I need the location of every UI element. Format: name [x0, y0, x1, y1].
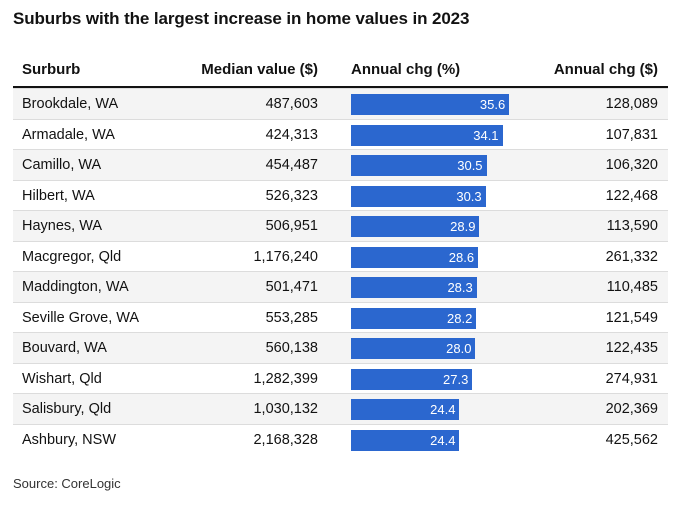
bar-annual-chg-pct: 28.2 — [351, 307, 477, 329]
table-row: Camillo, WA 454,487 30.5 106,320 — [13, 149, 668, 180]
cell-suburb: Salisbury, Qld — [22, 401, 112, 417]
cell-suburb: Bouvard, WA — [22, 340, 107, 356]
cell-median-value: 2,168,328 — [253, 431, 318, 448]
bar-annual-chg-pct: 24.4 — [351, 429, 460, 451]
cell-suburb: Maddington, WA — [22, 279, 129, 295]
cell-suburb: Camillo, WA — [22, 157, 102, 173]
data-table: Surburb Median value ($) Annual chg (%) … — [13, 52, 668, 454]
header-annual-chg-dollar: Annual chg ($) — [553, 61, 658, 78]
bar-annual-chg-pct: 28.3 — [351, 277, 477, 298]
cell-suburb: Seville Grove, WA — [22, 309, 140, 326]
cell-suburb: Armadale, WA — [22, 126, 115, 143]
table-row: Hilbert, WA 526,323 30.3 122,468 — [13, 179, 668, 211]
cell-suburb: Wishart, Qld — [22, 370, 102, 387]
cell-annual-chg-dollar: 113,590 — [606, 218, 658, 234]
header-annual-chg-pct: Annual chg (%) — [351, 61, 461, 78]
cell-median-value: 1,176,240 — [253, 248, 318, 265]
bar-annual-chg-pct: 35.6 — [351, 94, 510, 115]
cell-annual-chg-dollar: 107,831 — [605, 126, 658, 143]
cell-annual-chg-dollar: 122,435 — [605, 340, 658, 356]
bar-annual-chg-pct: 30.5 — [351, 155, 487, 176]
cell-annual-chg-dollar: 122,468 — [605, 187, 658, 204]
cell-median-value: 501,471 — [265, 279, 318, 295]
cell-annual-chg-dollar: 274,931 — [605, 370, 658, 387]
bar-annual-chg-pct: 28.9 — [351, 216, 480, 237]
bar-annual-chg-pct: 24.4 — [351, 399, 460, 420]
cell-median-value: 560,138 — [265, 340, 318, 356]
cell-annual-chg-dollar: 110,485 — [606, 279, 658, 295]
header-suburb: Surburb — [22, 61, 81, 78]
table-row: Maddington, WA 501,471 28.3 110,485 — [13, 271, 668, 302]
cell-annual-chg-dollar: 121,549 — [605, 309, 658, 326]
cell-median-value: 454,487 — [265, 157, 318, 173]
cell-suburb: Hilbert, WA — [22, 187, 95, 204]
cell-suburb: Haynes, WA — [22, 218, 103, 234]
table-row: Salisbury, Qld 1,030,132 24.4 202,369 — [13, 393, 668, 424]
table-row: Bouvard, WA 560,138 28.0 122,435 — [13, 332, 668, 363]
bar-annual-chg-pct: 28.6 — [351, 246, 479, 268]
cell-median-value: 424,313 — [265, 126, 318, 143]
bar-annual-chg-pct: 30.3 — [351, 185, 486, 207]
cell-suburb: Ashbury, NSW — [22, 431, 117, 448]
table-row: Brookdale, WA 487,603 35.6 128,089 — [13, 88, 668, 119]
cell-suburb: Brookdale, WA — [22, 96, 119, 112]
header-median-value: Median value ($) — [201, 61, 318, 78]
cell-annual-chg-dollar: 128,089 — [605, 96, 658, 112]
cell-median-value: 526,323 — [265, 187, 318, 204]
bar-annual-chg-pct: 28.0 — [351, 338, 476, 359]
table-row: Armadale, WA 424,313 34.1 107,831 — [13, 118, 668, 150]
cell-annual-chg-dollar: 261,332 — [605, 248, 658, 265]
bar-annual-chg-pct: 27.3 — [351, 368, 473, 390]
cell-median-value: 487,603 — [265, 96, 318, 112]
cell-annual-chg-dollar: 202,369 — [605, 401, 658, 417]
cell-median-value: 1,030,132 — [253, 401, 318, 417]
cell-annual-chg-dollar: 425,562 — [605, 431, 658, 448]
table-row: Haynes, WA 506,951 28.9 113,590 — [13, 210, 668, 241]
table-row: Macgregor, Qld 1,176,240 28.6 261,332 — [13, 240, 668, 272]
source-note: Source: CoreLogic — [13, 476, 121, 491]
cell-suburb: Macgregor, Qld — [22, 248, 122, 265]
table-row: Seville Grove, WA 553,285 28.2 121,549 — [13, 301, 668, 333]
chart-title: Suburbs with the largest increase in hom… — [13, 9, 470, 28]
table-header: Surburb Median value ($) Annual chg (%) … — [13, 52, 668, 88]
cell-median-value: 553,285 — [265, 309, 318, 326]
table-body: Brookdale, WA 487,603 35.6 128,089 Armadale,… — [13, 88, 668, 454]
cell-median-value: 1,282,399 — [253, 370, 318, 387]
table-row: Wishart, Qld 1,282,399 27.3 274,931 — [13, 362, 668, 394]
table-row: Ashbury, NSW 2,168,328 24.4 425,562 — [13, 423, 668, 455]
cell-annual-chg-dollar: 106,320 — [605, 157, 658, 173]
bar-annual-chg-pct: 34.1 — [351, 124, 503, 146]
cell-median-value: 506,951 — [265, 218, 318, 234]
